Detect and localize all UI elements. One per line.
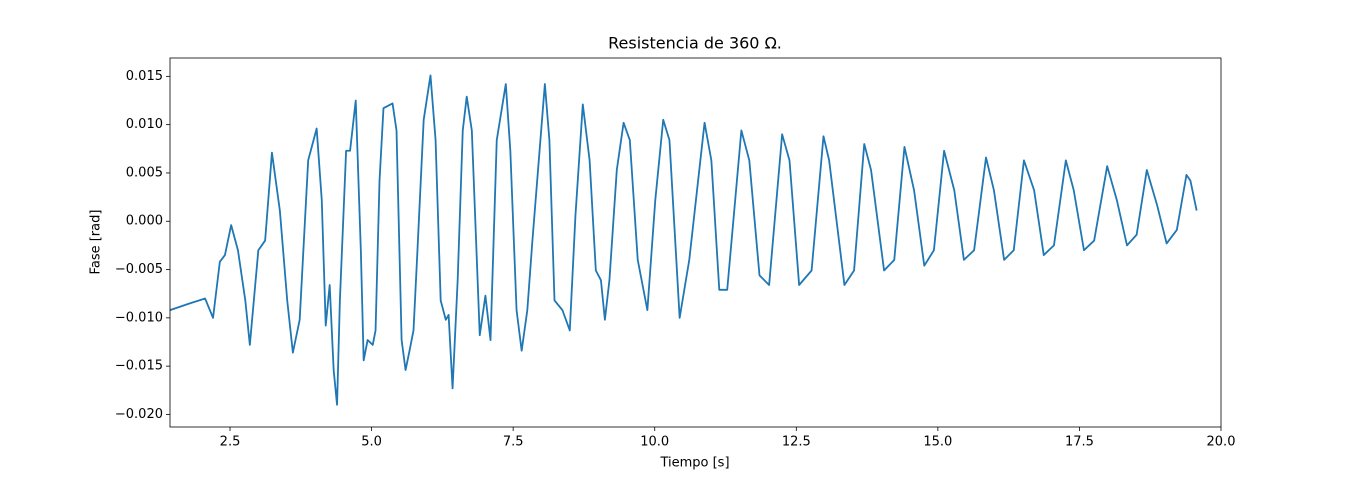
x-tick-label: 15.0: [923, 435, 952, 450]
y-tick-label: 0.015: [126, 69, 163, 84]
y-tick-label: 0.010: [126, 117, 163, 132]
x-axis-label: Tiempo [s]: [659, 456, 729, 471]
y-tick-label: −0.005: [115, 262, 163, 277]
chart-title: Resistencia de 360 Ω.: [608, 34, 782, 53]
data-line: [170, 74, 1198, 406]
x-tick-label: 10.0: [640, 435, 669, 450]
x-tick-label: 5.0: [361, 435, 382, 450]
y-tick-label: −0.015: [115, 359, 163, 374]
y-tick-label: 0.005: [126, 165, 163, 180]
x-tick-label: 7.5: [503, 435, 524, 450]
plot-frame: [169, 57, 1222, 428]
y-tick-label: −0.020: [115, 407, 163, 422]
x-tick-label: 17.5: [1065, 435, 1094, 450]
x-tick-label: 20.0: [1207, 435, 1236, 450]
x-tick-label: 12.5: [782, 435, 811, 450]
y-tick-label: −0.010: [115, 310, 163, 325]
y-axis-label: Fase [rad]: [89, 210, 104, 275]
x-tick-label: 2.5: [220, 435, 241, 450]
y-tick-label: 0.000: [126, 214, 163, 229]
